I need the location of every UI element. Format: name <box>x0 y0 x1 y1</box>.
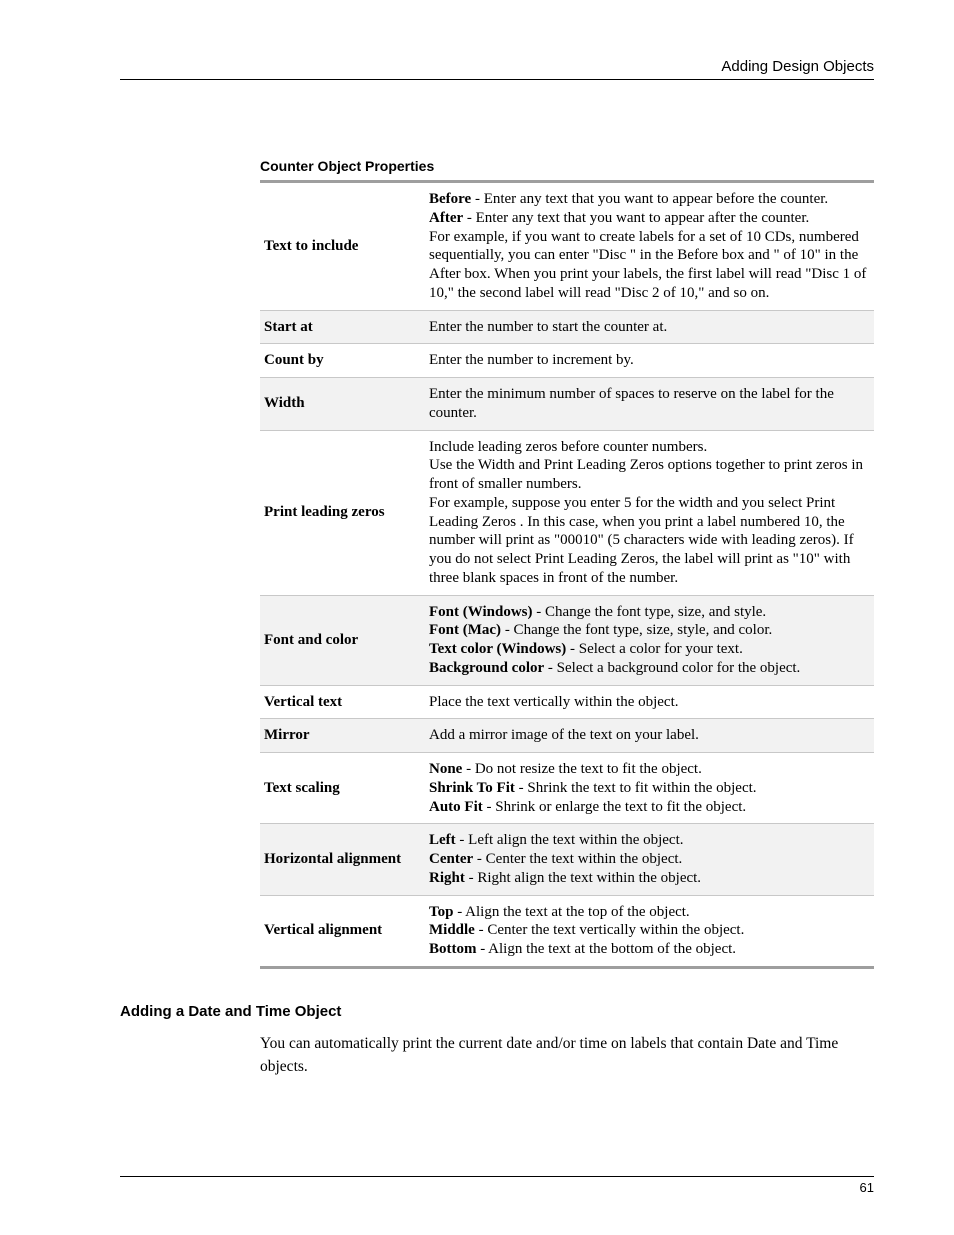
header-title: Adding Design Objects <box>120 58 874 75</box>
property-label: Font and color <box>260 595 425 685</box>
property-description: Place the text vertically within the obj… <box>425 685 874 719</box>
property-description: Before - Enter any text that you want to… <box>425 182 874 311</box>
property-description: Add a mirror image of the text on your l… <box>425 719 874 753</box>
property-description: Enter the number to start the counter at… <box>425 310 874 344</box>
table-row: Print leading zerosInclude leading zeros… <box>260 430 874 595</box>
property-description: None - Do not resize the text to fit the… <box>425 753 874 824</box>
property-label: Text scaling <box>260 753 425 824</box>
table-row: Text to includeBefore - Enter any text t… <box>260 182 874 311</box>
property-label: Vertical alignment <box>260 895 425 967</box>
table-row: Vertical textPlace the text vertically w… <box>260 685 874 719</box>
page-number: 61 <box>860 1180 874 1195</box>
property-label: Horizontal alignment <box>260 824 425 895</box>
page-footer: 61 <box>120 1176 874 1195</box>
property-label: Print leading zeros <box>260 430 425 595</box>
property-description: Font (Windows) - Change the font type, s… <box>425 595 874 685</box>
property-label: Text to include <box>260 182 425 311</box>
property-description: Top - Align the text at the top of the o… <box>425 895 874 967</box>
property-description: Enter the number to increment by. <box>425 344 874 378</box>
section-heading: Adding a Date and Time Object <box>120 1003 874 1020</box>
section-body: You can automatically print the current … <box>120 1032 874 1079</box>
table-row: Font and colorFont (Windows) - Change th… <box>260 595 874 685</box>
property-label: Start at <box>260 310 425 344</box>
table-row: Vertical alignmentTop - Align the text a… <box>260 895 874 967</box>
table-row: Horizontal alignmentLeft - Left align th… <box>260 824 874 895</box>
table-row: WidthEnter the minimum number of spaces … <box>260 378 874 431</box>
property-description: Left - Left align the text within the ob… <box>425 824 874 895</box>
table-row: Start atEnter the number to start the co… <box>260 310 874 344</box>
property-label: Width <box>260 378 425 431</box>
property-label: Mirror <box>260 719 425 753</box>
properties-table: Text to includeBefore - Enter any text t… <box>260 180 874 969</box>
property-label: Vertical text <box>260 685 425 719</box>
property-description: Include leading zeros before counter num… <box>425 430 874 595</box>
property-label: Count by <box>260 344 425 378</box>
table-row: Text scalingNone - Do not resize the tex… <box>260 753 874 824</box>
property-description: Enter the minimum number of spaces to re… <box>425 378 874 431</box>
table-row: MirrorAdd a mirror image of the text on … <box>260 719 874 753</box>
page-header: Adding Design Objects <box>120 58 874 80</box>
main-content: Counter Object Properties Text to includ… <box>120 158 874 969</box>
table-title: Counter Object Properties <box>260 158 874 174</box>
table-row: Count byEnter the number to increment by… <box>260 344 874 378</box>
